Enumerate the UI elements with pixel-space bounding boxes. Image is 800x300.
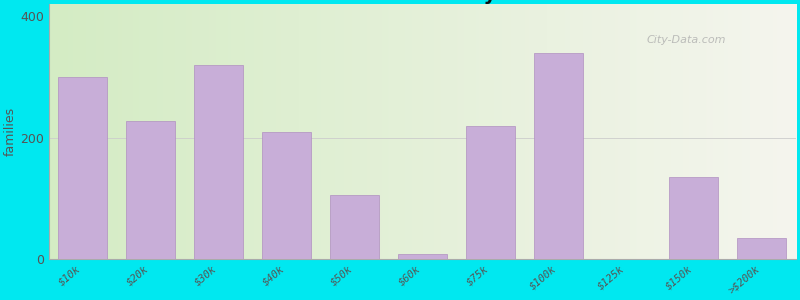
- Bar: [330, 195, 378, 259]
- Bar: [262, 132, 311, 259]
- Bar: [534, 53, 582, 259]
- Y-axis label: families: families: [4, 107, 17, 156]
- Bar: [738, 238, 786, 259]
- Title: Distribution of median family income in 2022: Distribution of median family income in …: [174, 0, 670, 4]
- Bar: [126, 121, 175, 259]
- Bar: [466, 126, 514, 259]
- Text: Black or African American residents in Cordele, GA: Black or African American residents in C…: [201, 0, 599, 1]
- Text: City-Data.com: City-Data.com: [646, 35, 726, 45]
- Bar: [58, 77, 107, 259]
- Bar: [670, 177, 718, 259]
- Bar: [194, 65, 243, 259]
- Bar: [398, 254, 446, 259]
